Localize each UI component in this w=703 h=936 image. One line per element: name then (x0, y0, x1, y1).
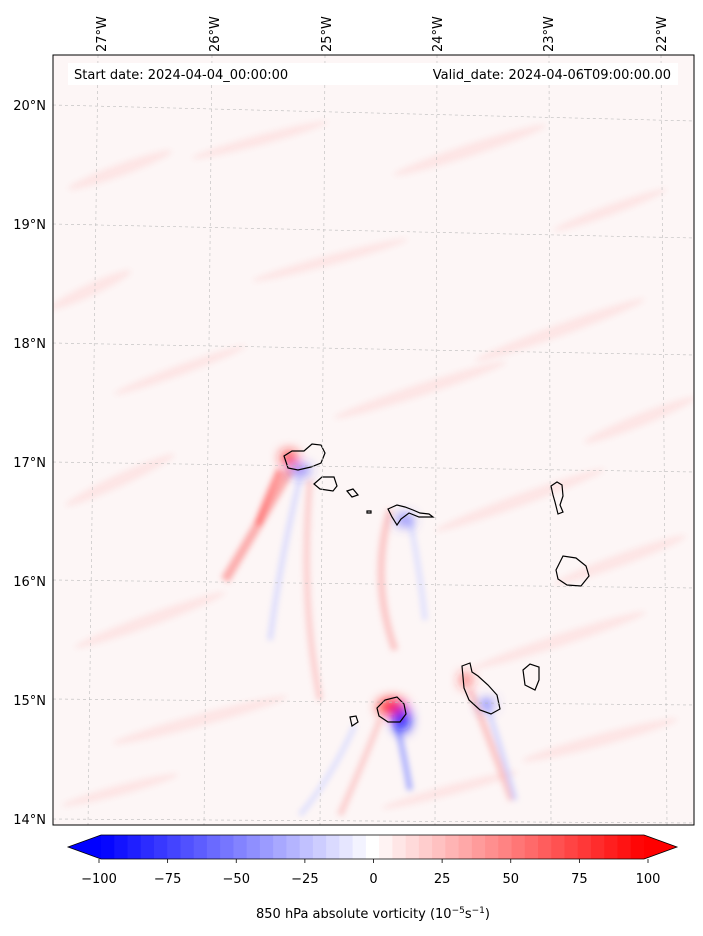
colorbar-cell (471, 835, 486, 859)
colorbar-cell (326, 835, 340, 859)
colorbar-cell (524, 835, 539, 859)
colorbar-cell (458, 835, 473, 859)
colorbar-cell (577, 835, 592, 859)
colorbar-cell (193, 835, 208, 859)
colorbar-cell (379, 835, 393, 859)
colorbar-cell (101, 835, 115, 859)
lat-label-20n: 20°N (13, 99, 46, 114)
colorbar: −100 −75 −50 −25 0 25 50 75 100 850 hPa absolute… (66, 834, 679, 922)
lat-label-14n: 14°N (13, 813, 46, 828)
colorbar-tick-label: 0 (369, 872, 377, 887)
lat-label-15n: 15°N (13, 694, 46, 709)
colorbar-cell (153, 835, 168, 859)
colorbar-tick-label: −75 (154, 872, 181, 887)
colorbar-tick-label: −100 (81, 872, 117, 887)
colorbar-cell (140, 835, 155, 859)
colorbar-tick-label: 100 (636, 872, 661, 887)
start-date-text: Start date: 2024-04-04_00:00:00 (74, 68, 288, 83)
colorbar-tick-label: −25 (291, 872, 318, 887)
colorbar-label: 850 hPa absolute vorticity (10−5s−1) (256, 906, 490, 922)
colorbar-cell (339, 835, 354, 859)
lon-label-27w: 27°W (95, 16, 110, 52)
date-banner (68, 63, 678, 85)
colorbar-cell (511, 835, 526, 859)
colorbar-cell (392, 835, 407, 859)
colorbar-ticks: −100 −75 −50 −25 0 25 50 75 100 (81, 859, 660, 887)
colorbar-cell (180, 835, 195, 859)
colorbar-cell (485, 835, 499, 859)
colorbar-cell (405, 835, 420, 859)
colorbar-tick-label: 25 (434, 872, 451, 887)
colorbar-tick-label: 75 (571, 872, 588, 887)
colorbar-cell (604, 835, 619, 859)
lat-label-18n: 18°N (13, 337, 46, 352)
map-frame (52, 54, 695, 826)
colorbar-outline (66, 834, 679, 860)
colorbar-cell (617, 835, 632, 859)
lon-label-25w: 25°W (320, 16, 335, 52)
colorbar-cell (312, 835, 327, 859)
lon-label-24w: 24°W (431, 16, 446, 52)
colorbar-cell (591, 835, 605, 859)
vorticity-field (53, 55, 694, 825)
colorbar-cell (233, 835, 248, 859)
colorbar-cell (445, 835, 460, 859)
lon-label-23w: 23°W (542, 16, 557, 52)
colorbar-cell (286, 835, 301, 859)
colorbar-cell (630, 835, 645, 859)
lon-label-26w: 26°W (208, 16, 223, 52)
colorbar-cell (498, 835, 513, 859)
graticule (53, 55, 694, 825)
colorbar-cell (114, 835, 129, 859)
colorbar-cell (365, 835, 380, 859)
colorbar-extend-max (644, 835, 677, 859)
colorbar-cell (206, 835, 221, 859)
colorbar-cell (538, 835, 552, 859)
colorbar-cell (273, 835, 288, 859)
colorbar-cell (564, 835, 579, 859)
colorbar-cells (101, 835, 645, 859)
colorbar-cell (551, 835, 566, 859)
colorbar-cell (246, 835, 261, 859)
latitude-labels: 20°N 19°N 18°N 17°N 16°N 15°N 14°N (13, 99, 46, 828)
colorbar-cell (167, 835, 182, 859)
colorbar-tick-label: 50 (502, 872, 519, 887)
colorbar-cell (259, 835, 274, 859)
colorbar-cell (418, 835, 433, 859)
lat-label-17n: 17°N (13, 456, 46, 471)
valid-date-text: Valid_date: 2024-04-06T09:00:00.00 (433, 68, 671, 83)
colorbar-cell (432, 835, 446, 859)
longitude-labels: 27°W 26°W 25°W 24°W 23°W 22°W (95, 16, 670, 52)
lon-label-22w: 22°W (655, 16, 670, 52)
lat-label-16n: 16°N (13, 575, 46, 590)
colorbar-cell (352, 835, 367, 859)
colorbar-cell (299, 835, 314, 859)
colorbar-cell (220, 835, 235, 859)
lat-label-19n: 19°N (13, 218, 46, 233)
colorbar-tick-label: −50 (223, 872, 250, 887)
colorbar-cell (127, 835, 142, 859)
colorbar-extend-min (68, 835, 101, 859)
